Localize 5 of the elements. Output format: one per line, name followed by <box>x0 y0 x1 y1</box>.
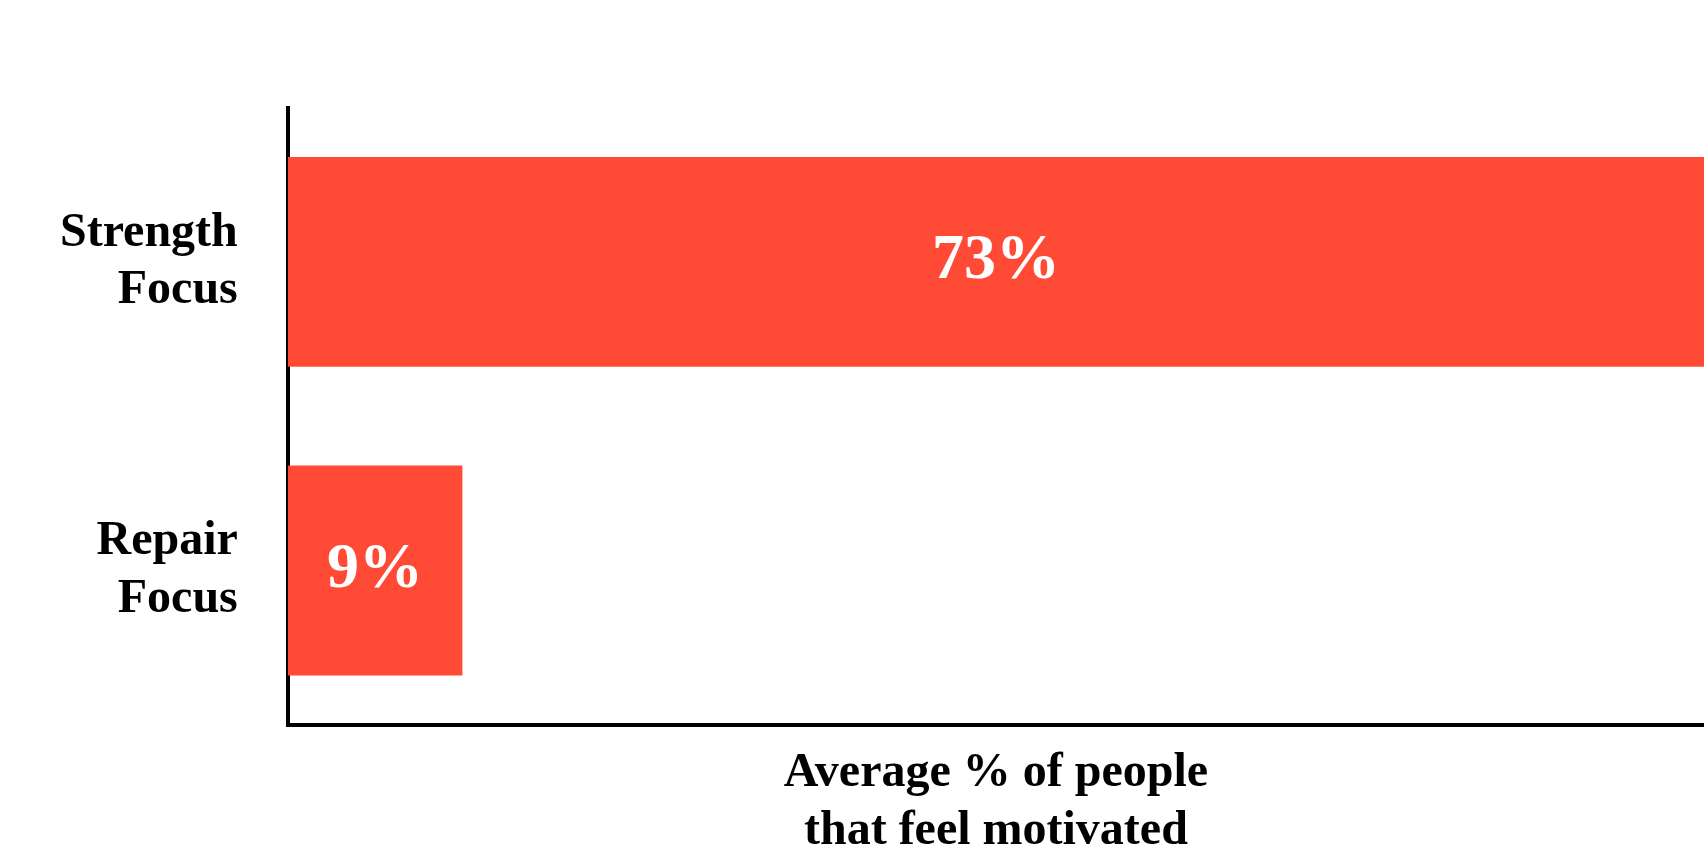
data-label: 73% <box>931 221 1060 293</box>
y-tick-label: Repair Focus <box>96 511 238 622</box>
x-axis-title: Average % of people that feel motivated <box>783 743 1209 854</box>
y-tick-label: Strength Focus <box>60 202 238 314</box>
data-label: 9% <box>327 530 424 602</box>
